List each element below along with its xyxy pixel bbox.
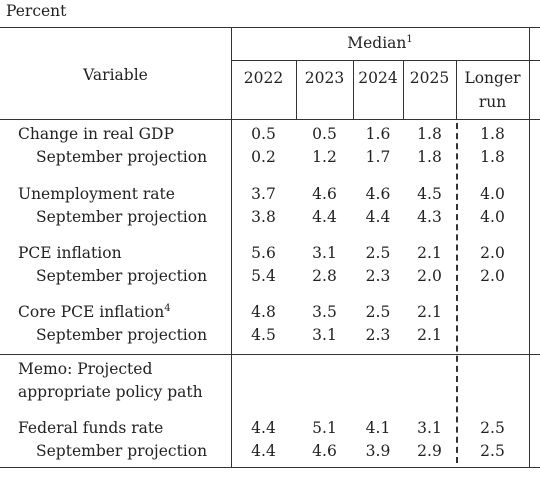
row-label-text: Change in real GDP (18, 125, 174, 143)
col-header-2023: 2023 (304, 69, 345, 87)
table-cell: 3.8 (251, 208, 276, 226)
unit-label: Percent (6, 2, 67, 20)
col-header-2025: 2025 (409, 69, 450, 87)
table-cell: 4.5 (251, 326, 276, 344)
median-underline (231, 60, 540, 61)
row-label: September projection (36, 326, 208, 344)
col-divider-2025 (456, 60, 457, 119)
table-cell: 3.1 (312, 244, 337, 262)
table-cell: 5.6 (251, 244, 276, 262)
table-cell: 3.7 (251, 185, 276, 203)
table-cell: 4.6 (312, 185, 337, 203)
table-cell: 4.5 (417, 185, 442, 203)
row-label: Federal funds rate (18, 419, 164, 437)
right-edge-divider (529, 27, 530, 467)
col-divider-2022 (296, 60, 297, 119)
table-cell: 2.8 (312, 267, 337, 285)
table-cell: 4.8 (251, 303, 276, 321)
table-cell: 4.6 (365, 185, 391, 203)
table-cell: 2.1 (417, 244, 442, 262)
table-cell: 1.8 (480, 125, 505, 143)
col-header-2024: 2024 (358, 69, 398, 87)
col-divider-2023 (353, 60, 354, 119)
table-cell: 0.5 (251, 125, 276, 143)
row-label: PCE inflation (18, 244, 122, 262)
table-bottom-rule (0, 467, 540, 468)
header-bottom-rule (0, 119, 540, 120)
table-cell: 4.0 (480, 208, 505, 226)
table-cell: 4.4 (251, 442, 276, 460)
col-header-longer-run-line2: run (478, 93, 507, 111)
table-cell: 4.1 (365, 419, 391, 437)
table-cell: 5.1 (312, 419, 337, 437)
table-cell: 2.0 (480, 244, 505, 262)
table-cell: 1.7 (365, 148, 391, 166)
variable-header: Variable (83, 66, 148, 84)
table-cell: 4.6 (312, 442, 337, 460)
table-cell: 0.5 (312, 125, 337, 143)
row-label-text: Core PCE inflation (18, 303, 165, 321)
table-cell: 2.0 (480, 267, 505, 285)
table-cell: 3.9 (365, 442, 391, 460)
table-cell: 2.1 (417, 303, 442, 321)
median-header: Median1 (347, 34, 413, 52)
row-label-text: PCE inflation (18, 244, 122, 262)
table-cell: 2.5 (480, 419, 505, 437)
row-footnote: 4 (164, 303, 171, 314)
table-cell: 2.5 (480, 442, 505, 460)
table-cell: 3.1 (417, 419, 442, 437)
table-cell: 2.1 (417, 326, 442, 344)
row-label: Change in real GDP (18, 125, 174, 143)
memo-top-rule (0, 354, 540, 355)
col-header-longer-run-line1: Longer (464, 69, 521, 87)
table-cell: 4.3 (417, 208, 442, 226)
row-label-text: September projection (36, 208, 208, 226)
table-cell: 4.4 (251, 419, 276, 437)
table-cell: 2.5 (365, 303, 391, 321)
row-label-text: September projection (36, 326, 208, 344)
memo-line-2: appropriate policy path (18, 383, 203, 401)
memo-line-1: Memo: Projected (18, 360, 153, 378)
row-label-text: Federal funds rate (18, 419, 164, 437)
table-cell: 0.2 (251, 148, 276, 166)
table-cell: 2.3 (365, 267, 391, 285)
row-label-text: September projection (36, 267, 208, 285)
row-label: Core PCE inflation4 (18, 303, 171, 321)
table-cell: 2.3 (365, 326, 391, 344)
col-divider-2024 (403, 60, 404, 119)
row-label: September projection (36, 442, 208, 460)
row-label-text: Unemployment rate (18, 185, 175, 203)
table-cell: 1.8 (417, 125, 442, 143)
table-cell: 4.4 (312, 208, 337, 226)
row-label-text: September projection (36, 442, 208, 460)
table-cell: 1.6 (365, 125, 391, 143)
table-cell: 3.1 (312, 326, 337, 344)
table-cell: 1.2 (312, 148, 337, 166)
row-label: September projection (36, 208, 208, 226)
table-cell: 1.8 (480, 148, 505, 166)
table-cell: 4.4 (365, 208, 391, 226)
table-cell: 4.0 (480, 185, 505, 203)
col-header-2022: 2022 (243, 69, 284, 87)
table-cell: 5.4 (251, 267, 276, 285)
table-cell: 2.0 (417, 267, 442, 285)
longer-run-dashed-divider (456, 123, 458, 463)
table-cell: 1.8 (417, 148, 442, 166)
table-cell: 2.9 (417, 442, 442, 460)
row-label: September projection (36, 148, 208, 166)
row-label: September projection (36, 267, 208, 285)
row-label-text: September projection (36, 148, 208, 166)
table-top-rule (0, 27, 540, 28)
variable-column-divider (231, 27, 232, 467)
row-label: Unemployment rate (18, 185, 175, 203)
table-cell: 3.5 (312, 303, 337, 321)
table-cell: 2.5 (365, 244, 391, 262)
